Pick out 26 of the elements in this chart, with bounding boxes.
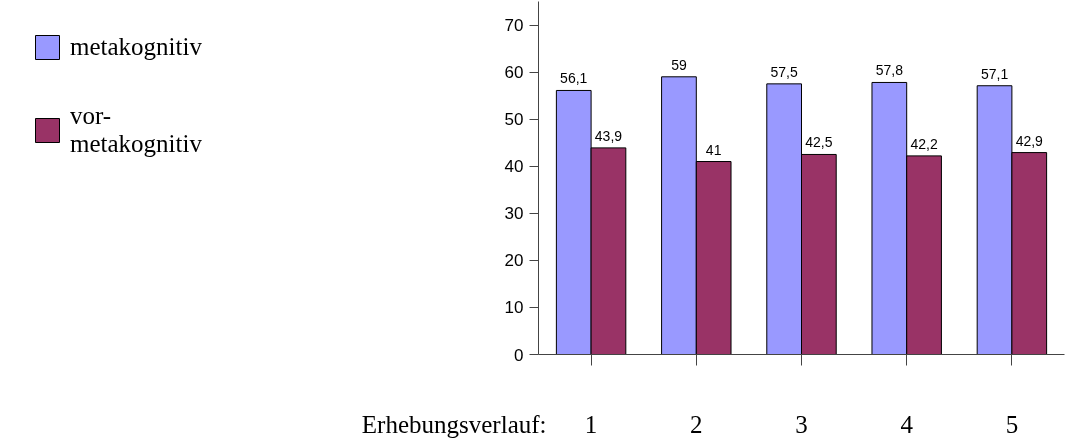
y-tick-label: 60 [504,63,524,83]
legend-label: metakognitiv [70,33,202,61]
data-label: 42,9 [1015,132,1044,149]
x-tick-label: 5 [1005,410,1019,438]
y-tick-label: 0 [514,345,524,365]
x-axis-title: Erhebungsverlauf: [361,410,547,438]
x-tick-label: 3 [795,410,808,438]
data-label: 57,5 [770,63,798,80]
data-label: 57,8 [875,62,904,79]
y-tick-label: 40 [504,157,524,177]
x-tick-label: 2 [690,410,703,438]
y-tick-label: 30 [504,204,524,224]
data-label: 57,1 [980,65,1009,82]
data-label: 42,2 [910,135,938,152]
x-tick-label: 4 [900,410,914,438]
data-label: 59 [671,56,687,73]
y-tick-label: 50 [504,110,524,130]
data-label: 42,5 [805,134,833,151]
y-tick-label: 10 [504,298,524,318]
y-tick-label: 20 [504,251,524,271]
data-label: 43,9 [594,127,623,144]
data-label: 41 [705,141,722,158]
data-label: 56,1 [560,70,588,87]
legend-label: vor- metakognitiv [70,102,202,158]
y-tick-label: 70 [504,16,524,36]
x-tick-label: 1 [584,410,598,438]
